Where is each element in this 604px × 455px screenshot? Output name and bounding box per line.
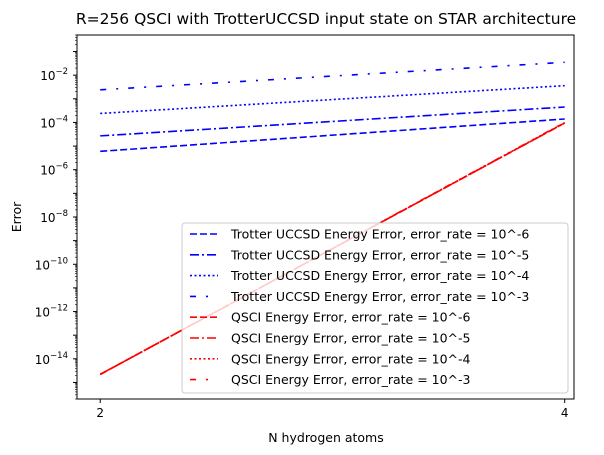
y-tick-label: 10−6 (40, 162, 68, 178)
legend-label-5: QSCI Energy Error, error_rate = 10^-6 (231, 310, 471, 325)
legend: Trotter UCCSD Energy Error, error_rate =… (181, 222, 569, 394)
x-tick-label: 2 (96, 406, 104, 420)
y-axis-label: Error (9, 201, 24, 232)
legend-label-4: Trotter UCCSD Energy Error, error_rate =… (230, 289, 529, 304)
legend-label-7: QSCI Energy Error, error_rate = 10^-4 (231, 351, 471, 366)
y-tick-label: 10−10 (35, 256, 68, 272)
legend-label-8: QSCI Energy Error, error_rate = 10^-3 (231, 372, 470, 387)
series-line-8 (99, 121, 566, 376)
x-axis-label: N hydrogen atoms (268, 430, 384, 445)
y-tick-label: 10−4 (40, 114, 68, 130)
series-line-1 (100, 118, 565, 153)
series-line-2 (100, 106, 565, 137)
series-line-4 (100, 61, 565, 91)
chart-title: R=256 QSCI with TrotterUCCSD input state… (76, 10, 576, 28)
legend-label-1: Trotter UCCSD Energy Error, error_rate =… (230, 227, 529, 242)
y-tick-label: 10−14 (35, 351, 68, 367)
series-line-3 (100, 84, 565, 115)
x-tick-label: 4 (561, 406, 569, 420)
y-tick-label: 10−2 (40, 67, 68, 83)
y-tick-label: 10−12 (35, 304, 68, 320)
legend-label-2: Trotter UCCSD Energy Error, error_rate =… (230, 247, 529, 262)
legend-label-3: Trotter UCCSD Energy Error, error_rate =… (230, 268, 529, 283)
y-tick-label: 10−8 (40, 209, 68, 225)
legend-label-6: QSCI Energy Error, error_rate = 10^-5 (231, 331, 470, 346)
y-axis: 10−14 10−12 10−10 10−8 10−6 10−4 10−2 (35, 34, 77, 400)
legend-box (181, 222, 569, 394)
